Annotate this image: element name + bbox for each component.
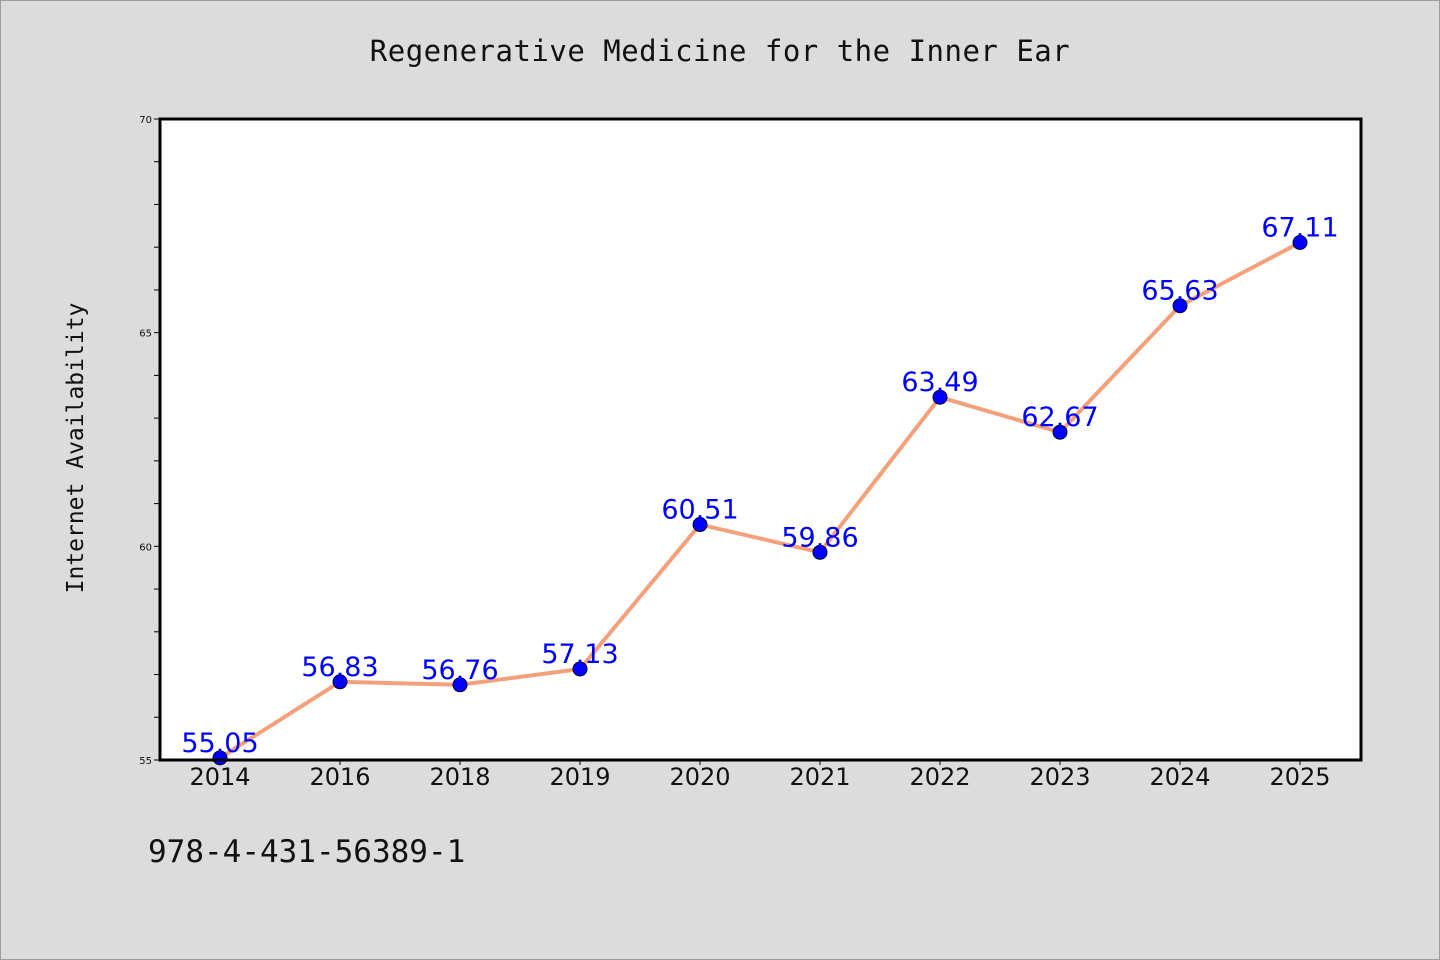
plot-border — [158, 117, 1363, 762]
footer-code: 978-4-431-56389-1 — [148, 834, 466, 870]
x-tick-label: 2019 — [549, 763, 610, 791]
x-tick-label: 2021 — [789, 763, 850, 791]
data-label: 67.11 — [1261, 212, 1338, 243]
x-tick-label: 2020 — [669, 763, 730, 791]
data-label: 63.49 — [901, 367, 978, 398]
x-tick-label: 2014 — [189, 763, 250, 791]
y-tick-label: 65 — [139, 329, 152, 340]
data-labels: 55.05 56.83 56.76 57.13 60.51 59.86 63.49 62.67… — [181, 212, 1338, 758]
data-label: 60.51 — [661, 495, 738, 526]
x-tick-label: 2024 — [1149, 763, 1210, 791]
data-label: 57.13 — [541, 639, 618, 670]
x-axis: 2014 2016 2018 2019 2020 2021 2022 2023 2024 2025 — [189, 760, 1331, 791]
data-label: 56.83 — [301, 652, 378, 683]
y-tick-label: 70 — [139, 115, 152, 126]
x-tick-label: 2023 — [1029, 763, 1090, 791]
data-point — [572, 661, 588, 677]
y-axis: 55 60 65 70 — [139, 115, 160, 767]
x-tick-label: 2016 — [309, 763, 370, 791]
data-label: 62.67 — [1021, 402, 1098, 433]
data-label: 55.05 — [181, 728, 258, 759]
data-point — [812, 544, 828, 560]
data-point — [1172, 298, 1188, 314]
data-label: 59.86 — [781, 522, 858, 553]
data-point — [1292, 234, 1308, 250]
plot-area — [160, 119, 1361, 760]
x-tick-label: 2022 — [909, 763, 970, 791]
data-point — [452, 677, 468, 693]
chart-title: Regenerative Medicine for the Inner Ear — [369, 34, 1071, 68]
data-point — [1052, 424, 1068, 440]
x-tick-label: 2018 — [429, 763, 490, 791]
y-tick-label: 55 — [139, 756, 152, 767]
x-tick-label: 2025 — [1269, 763, 1330, 791]
y-tick-label: 60 — [139, 542, 152, 553]
data-point — [932, 389, 948, 405]
data-label: 65.63 — [1141, 276, 1218, 307]
data-point — [692, 517, 708, 533]
data-point — [332, 674, 348, 690]
series-line — [218, 240, 1302, 760]
data-label: 56.76 — [421, 655, 498, 686]
